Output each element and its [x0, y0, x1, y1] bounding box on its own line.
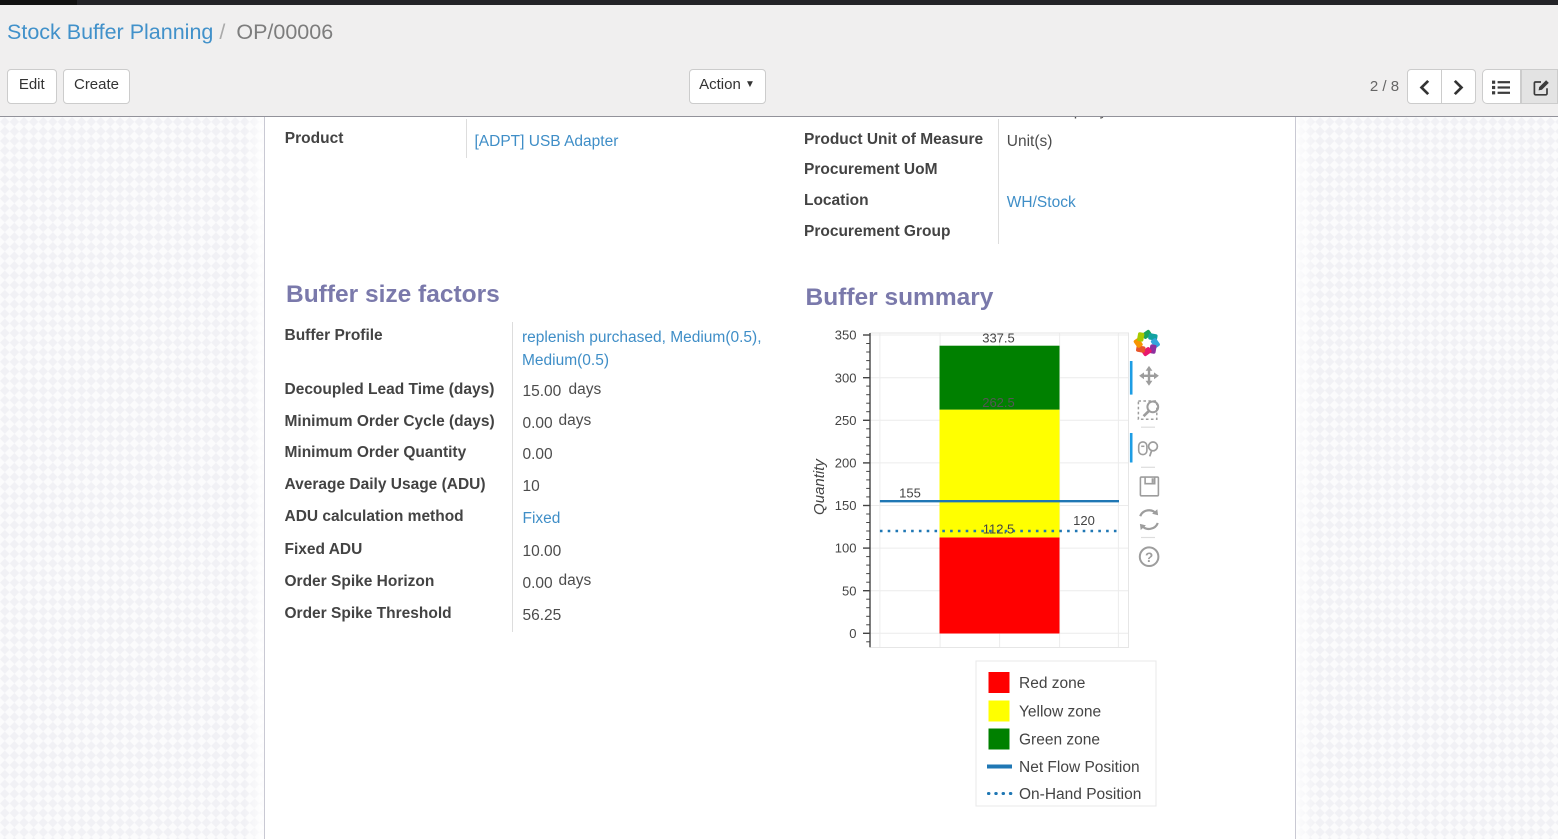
svg-text:Yellow zone: Yellow zone — [1019, 704, 1101, 721]
svg-text:112.5: 112.5 — [983, 521, 1015, 536]
svg-text:Quantity: Quantity — [811, 458, 828, 515]
svg-text:350: 350 — [835, 328, 857, 343]
svg-text:50: 50 — [842, 583, 856, 598]
svg-text:200: 200 — [835, 456, 857, 471]
svg-text:120: 120 — [1073, 513, 1095, 528]
svg-text:300: 300 — [835, 370, 857, 385]
svg-text:Green zone: Green zone — [1019, 732, 1100, 749]
svg-text:155: 155 — [899, 486, 921, 501]
svg-text:150: 150 — [835, 498, 857, 513]
svg-text:Net Flow Position: Net Flow Position — [1019, 759, 1140, 776]
svg-text:?: ? — [1145, 550, 1153, 565]
svg-text:262.5: 262.5 — [982, 395, 1015, 410]
svg-text:100: 100 — [835, 541, 857, 556]
svg-text:250: 250 — [835, 413, 857, 428]
svg-text:On-Hand Position: On-Hand Position — [1019, 786, 1141, 803]
svg-text:337.5: 337.5 — [982, 331, 1015, 346]
svg-text:0: 0 — [849, 626, 856, 641]
svg-text:Red zone: Red zone — [1019, 675, 1085, 692]
